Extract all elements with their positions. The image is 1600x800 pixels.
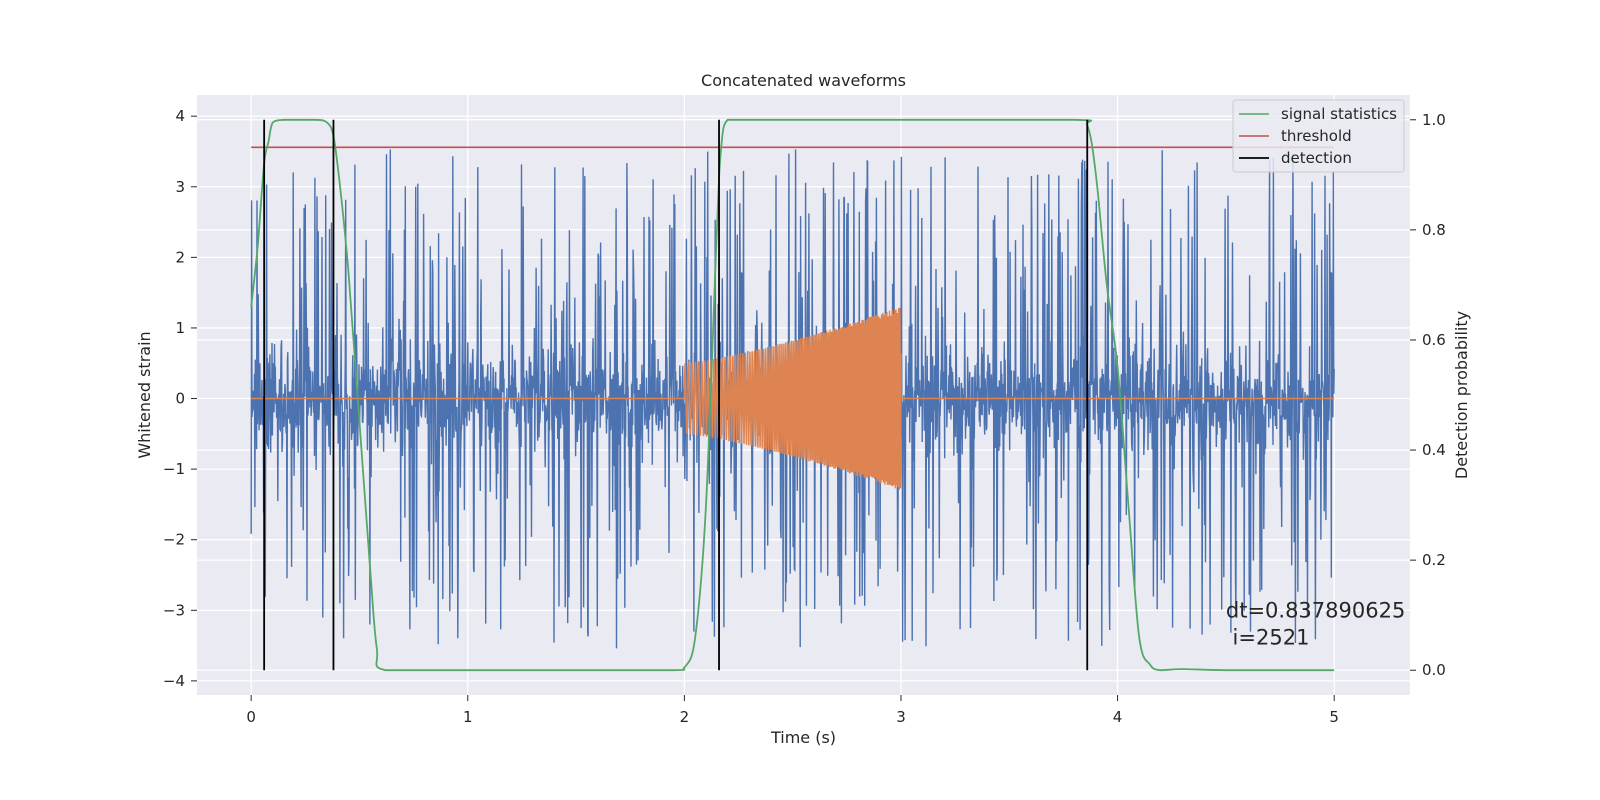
x-tick-label: 0	[246, 708, 256, 726]
legend: signal statistics threshold detection	[1232, 99, 1405, 173]
y-axis-title: Whitened strain	[135, 331, 154, 458]
y-right-tick-label: 0.0	[1422, 661, 1446, 679]
y-right-tick-label: 0.4	[1422, 441, 1446, 459]
y-tick-label: −3	[163, 601, 185, 619]
x-axis-title: Time (s)	[770, 728, 836, 747]
y-tick-label: −1	[163, 460, 185, 478]
y-right-tick-label: 0.8	[1422, 221, 1446, 239]
legend-label-threshold: threshold	[1281, 127, 1352, 145]
legend-label-signal-statistics: signal statistics	[1281, 105, 1397, 123]
y-tick-label: −4	[163, 672, 185, 690]
x-tick-label: 5	[1329, 708, 1339, 726]
y-right-tick-label: 0.2	[1422, 551, 1446, 569]
y-tick-label: 0	[175, 390, 185, 408]
series-layer	[250, 118, 1335, 672]
x-tick-label: 1	[463, 708, 473, 726]
x-tick-label: 4	[1113, 708, 1123, 726]
legend-box	[1232, 99, 1405, 173]
y-tick-label: 2	[175, 248, 185, 266]
annotation-index: i=2521	[1226, 625, 1310, 649]
y-tick-label: 4	[175, 107, 185, 125]
x-tick-label: 2	[680, 708, 690, 726]
y-tick-label: 3	[175, 178, 185, 196]
x-tick-label: 3	[896, 708, 906, 726]
y-axis-right-title: Detection probability	[1452, 311, 1471, 479]
y-tick-label: 1	[175, 319, 185, 337]
annotation-dt: dt=0.837890625	[1226, 598, 1405, 622]
y-right-tick-label: 1.0	[1422, 111, 1446, 129]
signal-statistics-line	[250, 118, 1335, 672]
axes: 0 1 2 3 4 5 4 3 2 1 0 −1 −2 −3 −4 1.0 0.8 0.6 0.4 0.2 0.0	[163, 107, 1446, 726]
chart-title: Concatenated waveforms	[701, 71, 906, 90]
legend-label-detection: detection	[1281, 149, 1352, 167]
y-tick-label: −2	[163, 531, 185, 549]
chirp-series-line	[251, 307, 1335, 490]
y-right-tick-label: 0.6	[1422, 331, 1446, 349]
